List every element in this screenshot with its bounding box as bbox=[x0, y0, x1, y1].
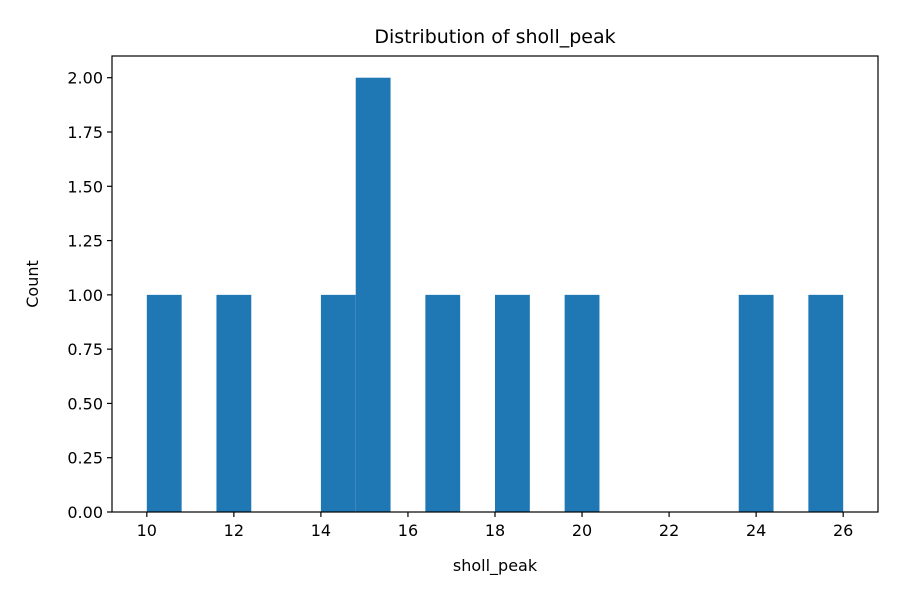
histogram-bar bbox=[808, 294, 844, 512]
x-tick-label: 20 bbox=[572, 521, 592, 540]
y-tick-label: 2.00 bbox=[67, 69, 103, 88]
y-tick-label: 0.00 bbox=[67, 503, 103, 522]
x-tick-label: 16 bbox=[398, 521, 418, 540]
histogram-bar bbox=[425, 294, 461, 512]
histogram-bars bbox=[146, 77, 844, 513]
y-tick-label: 0.75 bbox=[67, 340, 103, 359]
x-tick-label: 12 bbox=[224, 521, 244, 540]
x-tick-label: 14 bbox=[311, 521, 331, 540]
histogram-bar bbox=[564, 294, 600, 512]
x-axis-ticks: 10 12 14 16 18 20 22 24 26 bbox=[137, 512, 853, 540]
y-tick-label: 1.75 bbox=[67, 123, 103, 142]
x-tick-label: 24 bbox=[746, 521, 766, 540]
y-axis-ticks: 0.00 0.25 0.50 0.75 1.00 1.25 1.50 1.75 2.00 bbox=[67, 69, 112, 522]
y-axis-label: Count bbox=[23, 260, 42, 308]
histogram-bar bbox=[320, 294, 356, 512]
x-tick-label: 22 bbox=[659, 521, 679, 540]
histogram-bar bbox=[495, 294, 530, 512]
y-tick-label: 0.50 bbox=[67, 394, 103, 413]
histogram-bar bbox=[355, 77, 391, 513]
chart-title: Distribution of sholl_peak bbox=[374, 26, 615, 48]
x-tick-label: 26 bbox=[833, 521, 853, 540]
y-tick-label: 1.00 bbox=[67, 286, 103, 305]
histogram-bar bbox=[738, 294, 774, 512]
histogram-bar bbox=[146, 294, 182, 512]
histogram-bar bbox=[216, 294, 252, 512]
y-tick-label: 0.25 bbox=[67, 449, 103, 468]
y-tick-label: 1.50 bbox=[67, 177, 103, 196]
y-tick-label: 1.25 bbox=[67, 232, 103, 251]
x-tick-label: 18 bbox=[485, 521, 505, 540]
x-axis-label: sholl_peak bbox=[453, 556, 538, 576]
x-tick-label: 10 bbox=[137, 521, 157, 540]
